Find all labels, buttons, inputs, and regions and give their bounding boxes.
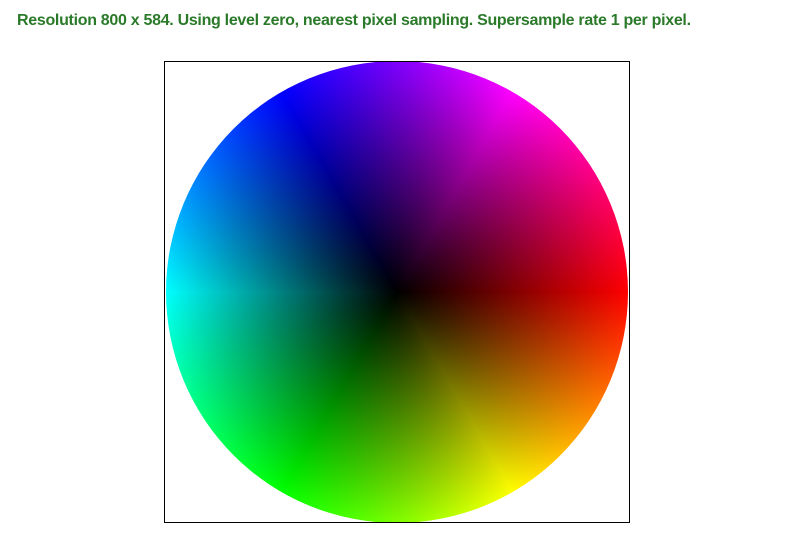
- render-viewport[interactable]: [164, 61, 630, 523]
- status-text: Resolution 800 x 584. Using level zero, …: [17, 12, 691, 30]
- color-wheel: [165, 62, 629, 522]
- radial-darkening: [166, 62, 628, 522]
